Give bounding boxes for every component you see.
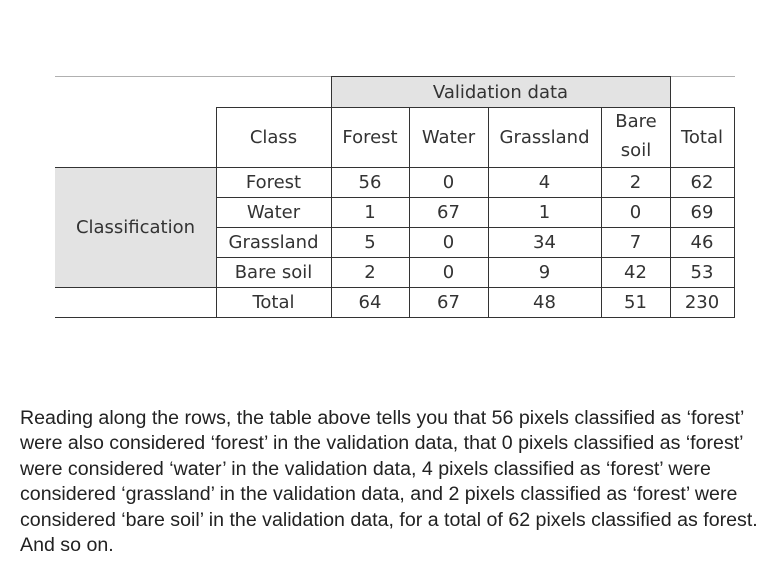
table-cell: 53 — [690, 261, 714, 283]
col-line-4 — [601, 107, 602, 318]
table-cell: 67 — [437, 291, 460, 313]
table-cell: 48 — [533, 291, 556, 313]
header-row-bottom — [55, 167, 735, 168]
row-label: Grassland — [228, 231, 319, 253]
table-cell: 5 — [364, 231, 376, 253]
col-line-0 — [216, 107, 217, 318]
table-cell: 56 — [358, 171, 382, 193]
table-cell: 64 — [358, 291, 382, 313]
row-divider-2 — [216, 227, 735, 228]
row-label: Total — [252, 291, 295, 313]
table-cell: 51 — [624, 291, 647, 313]
row-label: Water — [246, 201, 301, 223]
col-line-2 — [409, 107, 410, 318]
column-header-class: Class — [249, 126, 298, 148]
table-cell: 4 — [538, 171, 551, 193]
col-line-1 — [331, 76, 332, 318]
table-cell: 0 — [442, 261, 455, 283]
table-cell: 67 — [437, 201, 460, 223]
table-cell: 1 — [538, 201, 551, 223]
row-label: Forest — [245, 171, 302, 193]
table-cell: 1 — [364, 201, 376, 223]
table-cell: 69 — [690, 201, 714, 223]
table-cell: 2 — [629, 171, 642, 193]
bottom-rule — [55, 317, 735, 318]
table-cell: 230 — [684, 291, 720, 313]
classification-label: Classification — [75, 216, 196, 238]
table-cell: 62 — [690, 171, 714, 193]
row-divider-4 — [55, 287, 735, 288]
row-divider-3 — [216, 257, 735, 258]
column-header-total: Total — [680, 126, 724, 148]
validation-data-header: Validation data — [432, 81, 569, 103]
table-cell: 2 — [364, 261, 376, 283]
table-cell: 46 — [690, 231, 714, 253]
validation-header-top — [331, 76, 670, 77]
classification-shade — [55, 167, 216, 287]
column-header-grassland: Grassland — [499, 126, 590, 148]
column-header-bare-soil: Bare soil — [615, 111, 657, 161]
col-line-6 — [734, 107, 735, 318]
table-cell: 0 — [442, 231, 455, 253]
table-cell: 34 — [533, 231, 556, 253]
table-cell: 7 — [629, 231, 642, 253]
column-header-forest: Forest — [342, 126, 398, 148]
table-cell: 0 — [629, 201, 642, 223]
table-cell: 9 — [538, 261, 551, 283]
table-cell: 42 — [624, 261, 647, 283]
row-label: Bare soil — [234, 261, 313, 283]
validation-header-shade — [331, 77, 670, 107]
col-line-5 — [670, 76, 671, 318]
table-cell: 0 — [442, 171, 455, 193]
col-line-3 — [488, 107, 489, 318]
header-row-top — [216, 107, 735, 108]
column-header-water: Water — [421, 126, 476, 148]
explanation-paragraph: Reading along the rows, the table above … — [20, 407, 758, 557]
row-divider-1 — [216, 197, 735, 198]
